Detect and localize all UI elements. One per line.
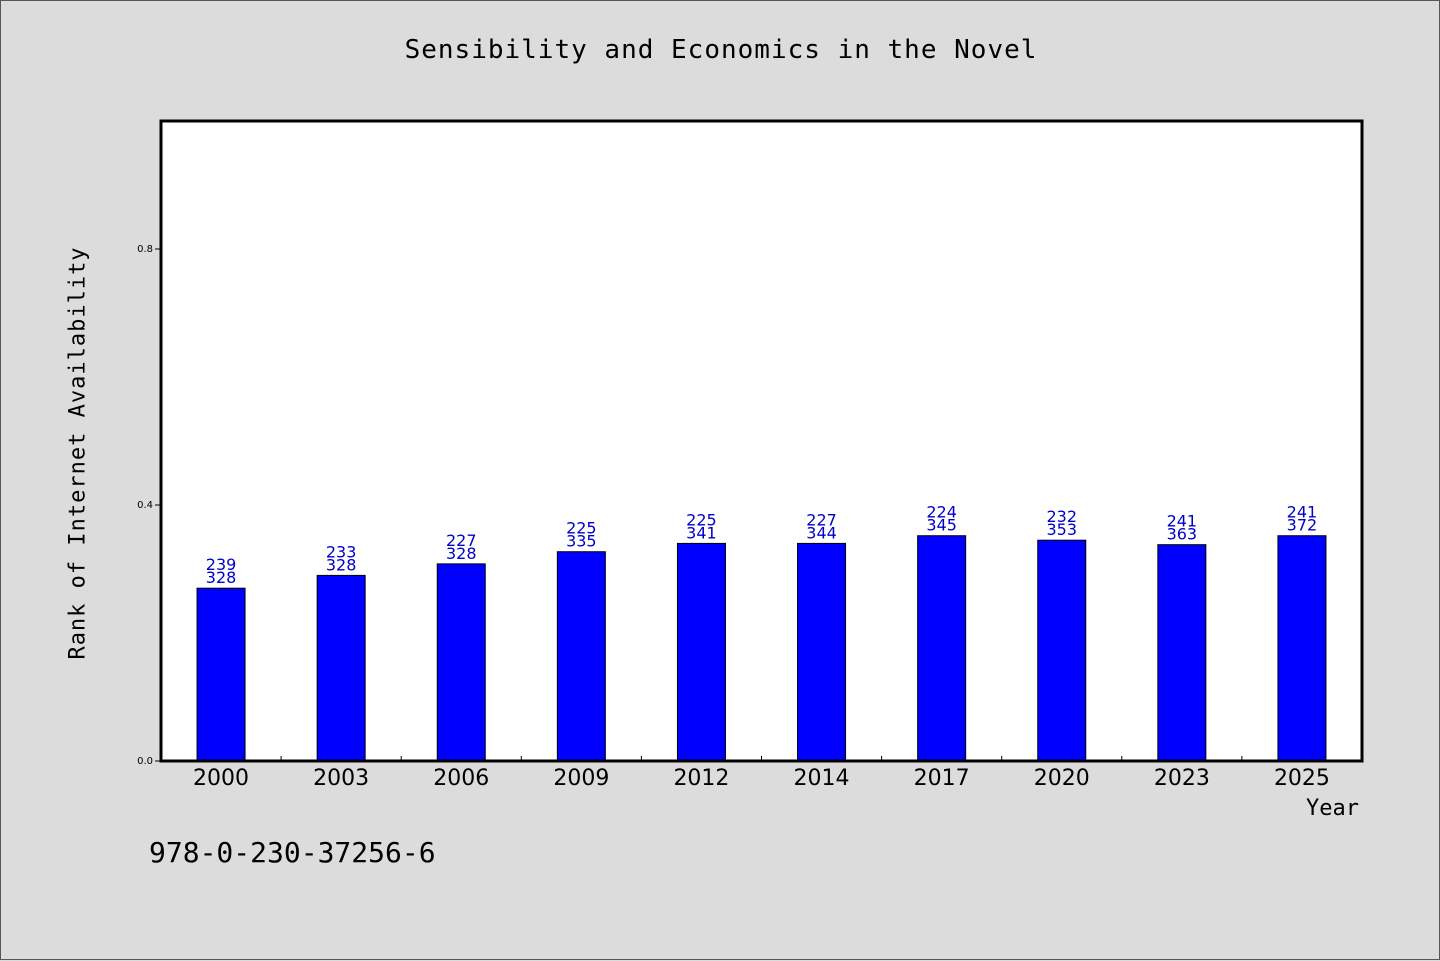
- bar-label-bottom: 335: [566, 532, 597, 551]
- bar-2006: [436, 563, 486, 762]
- bar-label-top: 225: [566, 519, 597, 538]
- bar-label-top: 239: [206, 555, 237, 574]
- x-tick-label: 2025: [1274, 766, 1330, 791]
- y-tick-label: 0.0: [137, 756, 153, 767]
- bar-2017: [917, 535, 967, 762]
- x-tick-label: 2017: [914, 766, 970, 791]
- x-tick-label: 2020: [1034, 766, 1090, 791]
- chart-title: Sensibility and Economics in the Novel: [404, 35, 1038, 65]
- bar-label-bottom: 353: [1046, 520, 1077, 539]
- bar-2009: [556, 551, 606, 762]
- bar-2003: [316, 574, 366, 762]
- bar-label-bottom: 328: [326, 555, 357, 574]
- bar-label-bottom: 328: [206, 568, 237, 587]
- bar-label-bottom: 344: [806, 523, 837, 542]
- y-tick-label: 0.4: [137, 500, 153, 511]
- x-tick-label: 2003: [313, 766, 369, 791]
- bar-label-top: 232: [1046, 507, 1077, 526]
- bar-2020: [1037, 539, 1087, 762]
- bar-label-top: 225: [686, 510, 717, 529]
- bar-label-bottom: 328: [446, 544, 477, 563]
- bar-label-bottom: 363: [1167, 525, 1198, 544]
- isbn-code: 978-0-230-37256-6: [149, 836, 436, 869]
- x-tick-label: 2012: [673, 766, 729, 791]
- bar-label-top: 227: [446, 531, 477, 550]
- bar-label-bottom: 372: [1287, 516, 1318, 535]
- x-tick-label: 2014: [794, 766, 850, 791]
- bar-label-top: 224: [926, 503, 957, 522]
- x-tick-label: 2000: [193, 766, 249, 791]
- plot-border: [159, 119, 1364, 763]
- bar-2025: [1277, 535, 1327, 762]
- bar-2012: [676, 542, 726, 762]
- x-tick-label: 2006: [433, 766, 489, 791]
- bar-2000: [196, 587, 246, 762]
- bar-label-top: 241: [1287, 503, 1318, 522]
- bar-2023: [1157, 544, 1207, 762]
- bar-label-bottom: 341: [686, 523, 717, 542]
- bar-2014: [797, 542, 847, 762]
- x-tick-label: 2023: [1154, 766, 1210, 791]
- bar-label-top: 241: [1167, 512, 1198, 531]
- bar-label-top: 227: [806, 510, 837, 529]
- bar-label-bottom: 345: [926, 516, 957, 535]
- x-tick-label: 2009: [553, 766, 609, 791]
- bar-label-top: 233: [326, 542, 357, 561]
- y-axis-title: Rank of Internet Availability: [65, 246, 91, 660]
- y-tick-label: 0.8: [137, 244, 153, 255]
- x-axis-title: Year: [1306, 796, 1359, 821]
